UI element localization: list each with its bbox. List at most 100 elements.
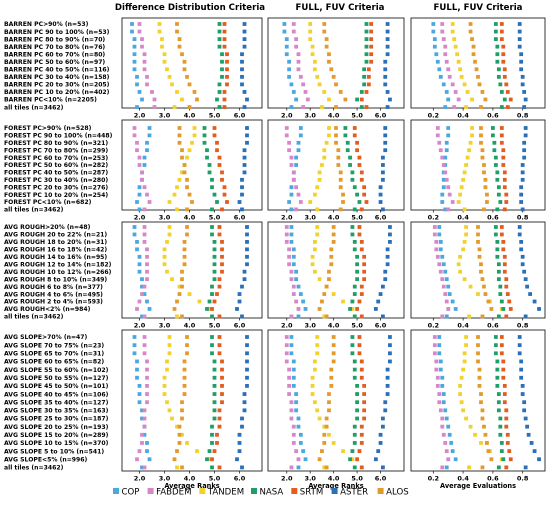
marker-aster [242, 163, 247, 167]
marker-cop [289, 240, 294, 244]
marker-cop [137, 384, 142, 388]
x-tick-label: 6.0 [375, 322, 387, 330]
marker-aster [380, 284, 385, 289]
x-tick-label: 0.4 [457, 112, 469, 120]
marker-tandem [207, 457, 212, 462]
marker-aster [519, 367, 524, 372]
marker-aster [519, 359, 524, 364]
marker-fabdem [432, 351, 437, 356]
marker-tandem [315, 74, 320, 79]
marker-srtm [225, 200, 229, 204]
marker-alos [324, 44, 329, 49]
marker-aster [240, 59, 244, 64]
marker-tandem [341, 299, 345, 304]
marker-alos [480, 465, 485, 470]
marker-alos [180, 465, 184, 470]
marker-nasa [217, 82, 222, 87]
marker-nasa [502, 97, 507, 102]
marker-cop [446, 133, 451, 138]
marker-tandem [456, 262, 461, 267]
marker-cop [135, 367, 139, 372]
marker-nasa [493, 351, 498, 356]
marker-aster [380, 424, 385, 429]
marker-alos [322, 432, 327, 437]
marker-srtm [217, 155, 222, 160]
x-tick-label: 4.0 [184, 322, 196, 330]
marker-tandem [310, 384, 315, 388]
marker-srtm [220, 240, 224, 244]
marker-alos [476, 225, 480, 229]
marker-fabdem [142, 185, 147, 190]
marker-aster [388, 351, 392, 356]
marker-nasa [205, 148, 209, 153]
marker-srtm [499, 232, 504, 237]
marker-srtm [222, 22, 227, 26]
marker-tandem [462, 359, 467, 364]
marker-tandem [175, 424, 179, 429]
x-tick-label: 6.0 [234, 322, 246, 330]
marker-fabdem [142, 416, 147, 421]
category-label: FOREST PC 30 to 40% (n=280) [4, 177, 108, 184]
marker-cop [291, 359, 296, 364]
marker-srtm [357, 351, 362, 356]
category-label: AVG ROUGH 6 to 8% (n=377) [4, 284, 103, 291]
marker-nasa [352, 465, 357, 470]
marker-cop [432, 37, 437, 41]
marker-tandem [459, 375, 464, 380]
marker-fabdem [289, 163, 294, 167]
legend-label-alos: ALOS [386, 488, 409, 498]
marker-tandem [315, 207, 320, 212]
marker-srtm [220, 384, 224, 388]
marker-tandem [162, 247, 167, 252]
marker-tandem [167, 335, 172, 339]
marker-srtm [359, 375, 364, 380]
marker-srtm [499, 335, 504, 339]
marker-srtm [362, 185, 367, 190]
marker-aster [383, 148, 388, 153]
marker-nasa [493, 232, 498, 237]
marker-alos [185, 185, 189, 190]
marker-tandem [312, 67, 317, 72]
marker-aster [517, 335, 522, 339]
marker-tandem [322, 424, 327, 429]
marker-fabdem [440, 277, 445, 282]
marker-fabdem [289, 408, 294, 413]
marker-nasa [501, 307, 506, 311]
marker-alos [474, 67, 479, 72]
marker-nasa [210, 185, 214, 190]
marker-fabdem [145, 192, 149, 197]
marker-fabdem [284, 225, 289, 229]
marker-fabdem [145, 262, 149, 267]
marker-srtm [369, 44, 374, 49]
marker-fabdem [145, 82, 149, 87]
marker-fabdem [432, 225, 437, 229]
category-label: AVG ROUGH 4 to 6% (n=495) [4, 291, 103, 298]
marker-tandem [165, 269, 169, 274]
marker-tandem [187, 148, 192, 153]
marker-nasa [210, 177, 214, 182]
marker-tandem [172, 192, 177, 197]
marker-nasa [210, 424, 214, 429]
marker-cop [450, 449, 455, 453]
marker-srtm [225, 59, 229, 64]
marker-cop [291, 367, 296, 372]
marker-aster [245, 262, 249, 267]
marker-aster [523, 97, 528, 102]
marker-srtm [217, 225, 222, 229]
marker-alos [182, 247, 187, 252]
marker-tandem [458, 254, 463, 259]
column-title: FULL, FUV Criteria [296, 3, 385, 13]
marker-nasa [492, 140, 497, 145]
marker-aster [378, 185, 383, 190]
marker-alos [172, 457, 177, 462]
marker-alos [177, 424, 182, 429]
marker-aster [245, 254, 249, 259]
marker-tandem [468, 140, 473, 145]
marker-fabdem [145, 74, 149, 79]
marker-aster [245, 351, 249, 356]
marker-alos [336, 163, 341, 167]
marker-alos [334, 133, 338, 138]
category-label: AVG ROUGH<2% (n=984) [4, 306, 91, 313]
marker-srtm [369, 22, 374, 26]
marker-alos [329, 67, 334, 72]
